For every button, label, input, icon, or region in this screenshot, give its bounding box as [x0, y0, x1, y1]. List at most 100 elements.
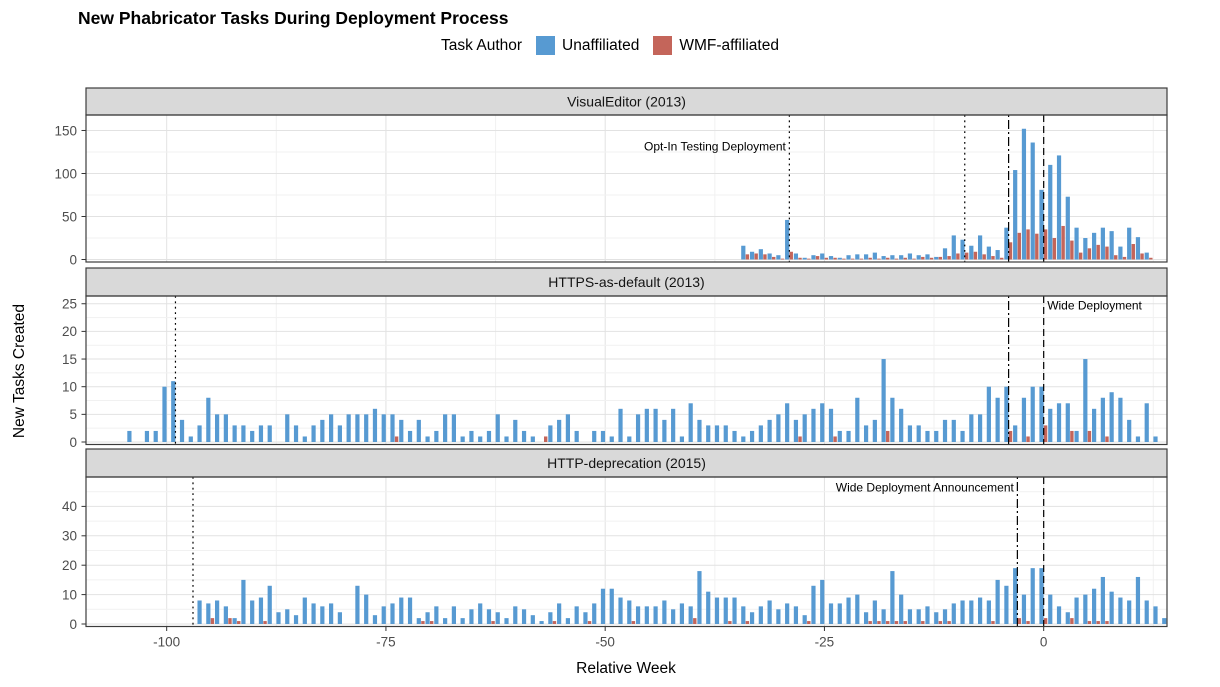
bar-unaffiliated	[872, 419, 877, 442]
bar-unaffiliated	[653, 606, 658, 624]
y-tick-label: 50	[62, 209, 77, 224]
bar-unaffiliated	[478, 436, 483, 442]
bar-unaffiliated	[1083, 237, 1088, 260]
bar-unaffiliated	[592, 603, 597, 624]
bar-unaffiliated	[521, 430, 527, 442]
bar-unaffiliated	[416, 419, 421, 442]
y-tick-label: 5	[69, 407, 77, 422]
bar-unaffiliated	[232, 425, 237, 442]
bar-unaffiliated	[855, 594, 860, 624]
bar-wmf-affiliated	[1149, 257, 1153, 260]
bar-unaffiliated	[258, 425, 264, 442]
bar-unaffiliated	[337, 425, 342, 442]
bar-unaffiliated	[671, 609, 676, 624]
bar-unaffiliated	[881, 256, 886, 260]
bar-unaffiliated	[758, 606, 763, 624]
bar-unaffiliated	[960, 430, 965, 442]
bar-unaffiliated	[267, 585, 272, 624]
bar-unaffiliated	[635, 606, 641, 624]
bar-unaffiliated	[372, 615, 378, 624]
bar-unaffiliated	[618, 597, 623, 624]
bar-unaffiliated	[942, 248, 948, 260]
bar-unaffiliated	[171, 381, 176, 442]
bar-unaffiliated	[206, 397, 211, 442]
bar-wmf-affiliated	[1087, 430, 1092, 442]
chart-title: New Phabricator Tasks During Deployment …	[78, 8, 509, 28]
bar-wmf-affiliated	[728, 621, 732, 624]
bar-wmf-affiliated	[1114, 255, 1118, 260]
bar-unaffiliated	[469, 430, 474, 442]
bar-unaffiliated	[302, 597, 307, 624]
facet-strip-label: HTTP-deprecation (2015)	[547, 455, 706, 471]
legend-label-wmf: WMF-affiliated	[679, 36, 779, 54]
legend-title: Task Author	[441, 36, 523, 54]
bar-wmf-affiliated	[1061, 225, 1065, 260]
bar-unaffiliated	[188, 436, 193, 442]
bar-wmf-affiliated	[237, 621, 241, 624]
bar-unaffiliated	[749, 612, 755, 624]
bar-unaffiliated	[478, 603, 483, 624]
bar-unaffiliated	[451, 606, 456, 624]
bar-unaffiliated	[697, 419, 702, 442]
bar-unaffiliated	[776, 414, 781, 442]
bar-wmf-affiliated	[789, 251, 793, 260]
bar-unaffiliated	[1048, 164, 1053, 260]
panel-border	[85, 114, 1168, 263]
bar-unaffiliated	[846, 255, 851, 260]
bar-wmf-affiliated	[807, 621, 811, 624]
bar-unaffiliated	[793, 419, 799, 442]
bar-wmf-affiliated	[912, 258, 916, 260]
bar-unaffiliated	[776, 609, 781, 624]
bar-unaffiliated	[127, 430, 132, 442]
bar-unaffiliated	[1135, 576, 1141, 624]
bar-unaffiliated	[407, 430, 413, 442]
y-tick-label: 20	[62, 324, 77, 339]
bar-unaffiliated	[706, 591, 711, 624]
bar-wmf-affiliated	[798, 436, 802, 442]
bar-unaffiliated	[1135, 436, 1141, 442]
bar-unaffiliated	[609, 436, 614, 442]
bar-unaffiliated	[837, 603, 842, 624]
bar-unaffiliated	[767, 253, 772, 260]
bar-unaffiliated	[407, 597, 413, 624]
bar-unaffiliated	[758, 249, 763, 260]
bar-unaffiliated	[153, 430, 158, 442]
annotation-text: Wide Deployment	[1047, 298, 1142, 312]
y-tick-label: 40	[62, 499, 77, 514]
bar-unaffiliated	[758, 425, 763, 442]
bar-unaffiliated	[293, 615, 299, 624]
bar-wmf-affiliated	[772, 256, 776, 260]
bar-unaffiliated	[1056, 403, 1062, 442]
bar-wmf-affiliated	[228, 618, 232, 624]
facet-strip	[85, 448, 1168, 478]
bar-unaffiliated	[732, 597, 737, 624]
bar-wmf-affiliated	[1017, 232, 1021, 260]
bar-unaffiliated	[1074, 430, 1079, 442]
bar-wmf-affiliated	[921, 256, 925, 260]
bar-wmf-affiliated	[263, 621, 267, 624]
bar-wmf-affiliated	[938, 621, 943, 624]
bar-unaffiliated	[951, 603, 956, 624]
bar-wmf-affiliated	[903, 257, 907, 260]
bar-unaffiliated	[872, 600, 877, 624]
bar-unaffiliated	[381, 606, 386, 624]
bar-unaffiliated	[846, 597, 851, 624]
bar-unaffiliated	[1039, 189, 1044, 260]
bar-unaffiliated	[320, 606, 325, 624]
bar-unaffiliated	[329, 414, 334, 442]
bar-unaffiliated	[223, 606, 228, 624]
bar-unaffiliated	[802, 414, 807, 442]
bar-wmf-affiliated	[1008, 242, 1013, 260]
bar-unaffiliated	[1092, 408, 1097, 442]
bar-unaffiliated	[820, 403, 825, 442]
bar-unaffiliated	[767, 600, 772, 624]
bar-unaffiliated	[828, 256, 834, 260]
bar-wmf-affiliated	[745, 254, 750, 260]
bar-unaffiliated	[1100, 576, 1105, 624]
bar-unaffiliated	[907, 425, 913, 442]
bar-unaffiliated	[925, 606, 930, 624]
bar-unaffiliated	[811, 408, 816, 442]
bar-wmf-affiliated	[903, 621, 907, 624]
bar-unaffiliated	[627, 600, 632, 624]
bar-wmf-affiliated	[877, 621, 881, 624]
